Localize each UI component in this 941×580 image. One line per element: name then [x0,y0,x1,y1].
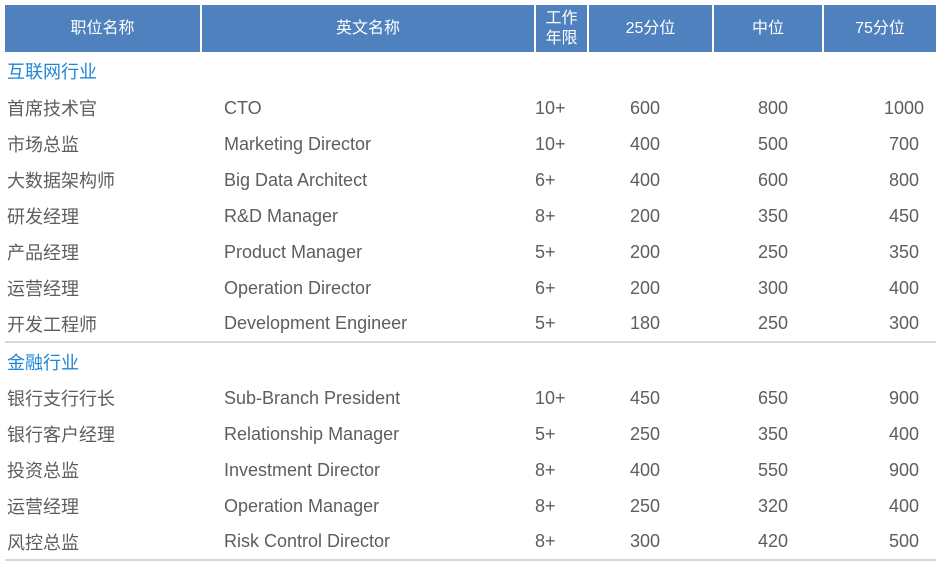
cell-english: Relationship Manager [224,423,400,444]
column-header-p25: 25分位 [587,5,713,52]
table-row: 市场总监 Marketing Director 10+ 400 500 700 [5,126,936,162]
cell-english: Risk Control Director [201,524,535,561]
cell-p25: 400 [629,459,661,480]
cell-p25: 250 [629,423,661,444]
cell-median: 320 [757,495,789,516]
cell-years: 6+ [535,169,556,190]
cell-median: 300 [757,277,789,298]
cell-p75: 700 [888,133,920,154]
cell-p75: 800 [888,169,920,190]
table-row: 大数据架构师 Big Data Architect 6+ 400 600 800 [5,162,936,198]
column-header-p75: 75分位 [822,5,936,52]
table-row: 运营经理 Operation Director 6+ 200 300 400 [5,270,936,306]
cell-position: 投资总监 [7,461,79,481]
cell-years: 8+ [535,459,556,480]
cell-p75: 900 [888,387,920,408]
cell-p25: 180 [588,306,713,343]
cell-median: 250 [757,241,789,262]
cell-years: 8+ [535,524,588,561]
cell-p75: 400 [888,277,920,298]
table-row: 投资总监 Investment Director 8+ 400 550 900 [5,452,936,488]
column-header-years: 工作年限 [534,5,588,52]
cell-years: 5+ [535,241,556,262]
table-row: 银行客户经理 Relationship Manager 5+ 250 350 4… [5,416,936,452]
cell-p25: 300 [588,524,713,561]
cell-position: 运营经理 [7,279,79,299]
cell-position: 银行支行行长 [7,389,115,409]
cell-english: Marketing Director [224,133,372,154]
cell-median: 500 [757,133,789,154]
table-row: 开发工程师 Development Engineer 5+ 180 250 30… [5,306,936,343]
table-row: 首席技术官 CTO 10+ 600 800 1000 [5,90,936,126]
cell-position: 市场总监 [7,135,79,155]
cell-median: 600 [757,169,789,190]
cell-english: Big Data Architect [224,169,368,190]
cell-median: 350 [757,205,789,226]
cell-median: 550 [757,459,789,480]
cell-position: 开发工程师 [5,306,201,343]
cell-p25: 200 [629,277,661,298]
column-header-median: 中位 [712,5,823,52]
cell-years: 10+ [535,387,566,408]
cell-english: CTO [224,97,262,118]
table-header: 职位名称 英文名称 工作年限 25分位 中位 75分位 [5,5,936,52]
salary-table: 职位名称 英文名称 工作年限 25分位 中位 75分位 互联网行业 首席技术官 … [5,5,936,561]
cell-years: 5+ [535,423,556,444]
cell-years: 10+ [535,133,566,154]
section-title-internet: 互联网行业 [7,62,97,82]
cell-p75: 350 [888,241,920,262]
cell-p75: 900 [888,459,920,480]
cell-p25: 600 [629,97,661,118]
cell-position: 银行客户经理 [7,425,115,445]
cell-median: 350 [757,423,789,444]
table-row: 运营经理 Operation Manager 8+ 250 320 400 [5,488,936,524]
cell-median: 650 [757,387,789,408]
cell-p25: 200 [629,241,661,262]
cell-position: 首席技术官 [7,99,97,119]
cell-years: 6+ [535,277,556,298]
cell-english: R&D Manager [224,205,339,226]
cell-english: Development Engineer [201,306,535,343]
cell-english: Operation Director [224,277,372,298]
cell-p25: 400 [629,133,661,154]
cell-years: 8+ [535,495,556,516]
section-header-row: 金融行业 [5,342,936,380]
cell-position: 产品经理 [7,243,79,263]
cell-years: 8+ [535,205,556,226]
cell-years: 5+ [535,306,588,343]
cell-position: 研发经理 [7,207,79,227]
table-row: 风控总监 Risk Control Director 8+ 300 420 50… [5,524,936,561]
cell-p75: 500 [823,524,936,561]
cell-p25: 450 [629,387,661,408]
header-row: 职位名称 英文名称 工作年限 25分位 中位 75分位 [5,5,936,52]
cell-p75: 450 [888,205,920,226]
table-row: 银行支行行长 Sub-Branch President 10+ 450 650 … [5,380,936,416]
cell-english: Investment Director [224,459,381,480]
column-header-position: 职位名称 [5,5,201,52]
section-title-finance: 金融行业 [7,352,79,373]
cell-p25: 200 [629,205,661,226]
cell-median: 420 [713,524,823,561]
cell-english: Sub-Branch President [224,387,401,408]
table-row: 研发经理 R&D Manager 8+ 200 350 450 [5,198,936,234]
cell-median: 250 [713,306,823,343]
cell-p75: 300 [823,306,936,343]
cell-p75: 400 [888,423,920,444]
cell-position: 大数据架构师 [7,171,115,191]
cell-english: Operation Manager [224,495,380,516]
cell-english: Product Manager [224,241,363,262]
cell-median: 800 [757,97,789,118]
cell-p75: 1000 [883,97,925,118]
cell-years: 10+ [535,97,566,118]
column-header-english: 英文名称 [200,5,535,52]
table-row: 产品经理 Product Manager 5+ 200 250 350 [5,234,936,270]
cell-p25: 400 [629,169,661,190]
cell-position: 运营经理 [7,497,79,517]
cell-p25: 250 [629,495,661,516]
cell-position: 风控总监 [5,524,201,561]
cell-p75: 400 [888,495,920,516]
section-header-row: 互联网行业 [5,52,936,90]
